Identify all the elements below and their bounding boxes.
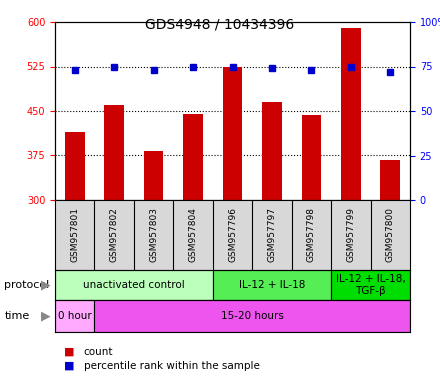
- Text: GSM957803: GSM957803: [149, 207, 158, 263]
- Bar: [55, 300, 95, 332]
- Text: GSM957797: GSM957797: [268, 207, 276, 263]
- Text: percentile rank within the sample: percentile rank within the sample: [84, 361, 260, 371]
- Text: GSM957798: GSM957798: [307, 207, 316, 263]
- Text: protocol: protocol: [4, 280, 50, 290]
- Bar: [104, 105, 124, 200]
- Bar: [55, 270, 213, 300]
- Text: IL-12 + IL-18: IL-12 + IL-18: [239, 280, 305, 290]
- Text: GDS4948 / 10434396: GDS4948 / 10434396: [145, 18, 295, 32]
- Text: count: count: [84, 347, 113, 357]
- Text: IL-12 + IL-18,
TGF-β: IL-12 + IL-18, TGF-β: [336, 274, 405, 296]
- Bar: [223, 66, 242, 200]
- Text: ■: ■: [64, 361, 74, 371]
- Text: unactivated control: unactivated control: [83, 280, 185, 290]
- Text: GSM957800: GSM957800: [386, 207, 395, 263]
- Text: ■: ■: [64, 347, 74, 357]
- Bar: [183, 114, 203, 200]
- Bar: [144, 151, 164, 200]
- Bar: [65, 132, 84, 200]
- Bar: [95, 300, 410, 332]
- Text: GSM957802: GSM957802: [110, 208, 119, 262]
- Bar: [301, 115, 321, 200]
- Text: 0 hour: 0 hour: [58, 311, 92, 321]
- Bar: [213, 270, 331, 300]
- Bar: [381, 160, 400, 200]
- Text: time: time: [4, 311, 29, 321]
- Bar: [331, 270, 410, 300]
- Text: GSM957796: GSM957796: [228, 207, 237, 263]
- Text: ▶: ▶: [41, 278, 51, 291]
- Text: GSM957799: GSM957799: [346, 207, 356, 263]
- Text: ▶: ▶: [41, 310, 51, 323]
- Text: GSM957801: GSM957801: [70, 207, 79, 263]
- Text: GSM957804: GSM957804: [189, 208, 198, 262]
- Text: 15-20 hours: 15-20 hours: [221, 311, 284, 321]
- Bar: [341, 28, 361, 200]
- Bar: [262, 102, 282, 200]
